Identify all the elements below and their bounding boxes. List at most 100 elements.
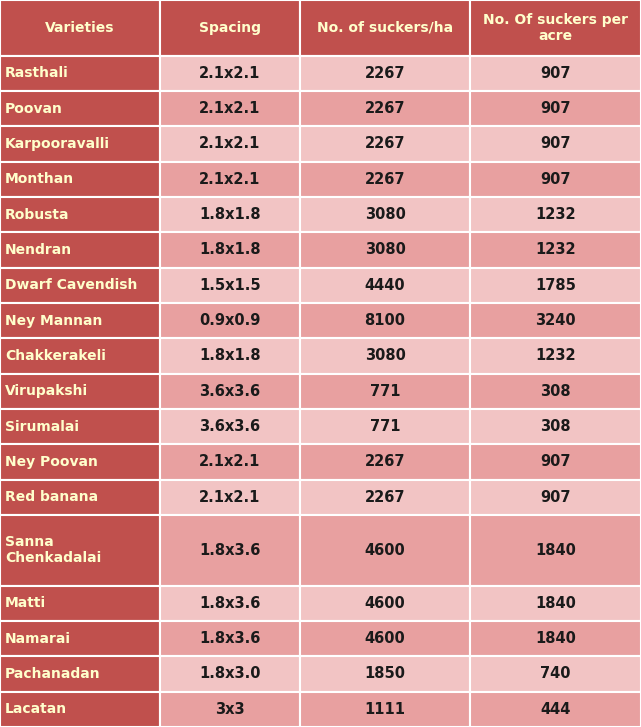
Text: 2.1x2.1: 2.1x2.1: [199, 454, 261, 470]
Text: Nendran: Nendran: [5, 243, 72, 257]
Text: 1232: 1232: [535, 348, 576, 364]
Bar: [0, 374, 160, 409]
Text: 907: 907: [540, 137, 570, 151]
Bar: [300, 91, 470, 126]
Text: Robusta: Robusta: [5, 208, 69, 222]
Bar: [160, 232, 300, 268]
Bar: [160, 55, 300, 91]
Bar: [470, 268, 641, 303]
Text: 8100: 8100: [365, 313, 406, 328]
Text: 1.8x1.8: 1.8x1.8: [199, 348, 261, 364]
Bar: [300, 480, 470, 515]
Text: 2.1x2.1: 2.1x2.1: [199, 490, 261, 505]
Text: 2.1x2.1: 2.1x2.1: [199, 65, 261, 81]
Bar: [0, 621, 160, 656]
Text: No. of suckers/ha: No. of suckers/ha: [317, 21, 453, 35]
Bar: [0, 0, 160, 55]
Bar: [470, 515, 641, 586]
Text: Rasthali: Rasthali: [5, 66, 69, 80]
Text: 3240: 3240: [535, 313, 576, 328]
Text: 1.8x1.8: 1.8x1.8: [199, 207, 261, 222]
Bar: [470, 374, 641, 409]
Bar: [300, 126, 470, 161]
Text: 3080: 3080: [365, 348, 406, 364]
Text: 1840: 1840: [535, 631, 576, 646]
Text: 907: 907: [540, 172, 570, 187]
Bar: [160, 515, 300, 586]
Bar: [0, 232, 160, 268]
Text: 4600: 4600: [365, 631, 405, 646]
Text: 308: 308: [540, 384, 571, 399]
Text: Lacatan: Lacatan: [5, 702, 67, 716]
Bar: [160, 621, 300, 656]
Bar: [160, 268, 300, 303]
Bar: [300, 444, 470, 480]
Bar: [300, 374, 470, 409]
Bar: [470, 303, 641, 338]
Bar: [160, 691, 300, 727]
Text: 1.5x1.5: 1.5x1.5: [199, 278, 261, 293]
Text: 907: 907: [540, 454, 570, 470]
Bar: [470, 586, 641, 621]
Bar: [300, 55, 470, 91]
Bar: [470, 126, 641, 161]
Bar: [0, 303, 160, 338]
Bar: [160, 374, 300, 409]
Text: Varieties: Varieties: [46, 21, 115, 35]
Bar: [160, 161, 300, 197]
Text: 907: 907: [540, 490, 570, 505]
Bar: [0, 409, 160, 444]
Bar: [0, 444, 160, 480]
Bar: [470, 161, 641, 197]
Bar: [300, 161, 470, 197]
Bar: [470, 409, 641, 444]
Text: Ney Mannan: Ney Mannan: [5, 313, 103, 328]
Text: Matti: Matti: [5, 596, 46, 610]
Bar: [470, 55, 641, 91]
Bar: [0, 161, 160, 197]
Bar: [160, 444, 300, 480]
Bar: [160, 126, 300, 161]
Text: 1.8x3.6: 1.8x3.6: [199, 596, 261, 611]
Bar: [300, 197, 470, 232]
Text: 1232: 1232: [535, 242, 576, 257]
Text: 0.9x0.9: 0.9x0.9: [199, 313, 261, 328]
Text: Karpooravalli: Karpooravalli: [5, 137, 110, 151]
Text: 2267: 2267: [365, 454, 405, 470]
Text: Sirumalai: Sirumalai: [5, 419, 79, 433]
Text: Pachanadan: Pachanadan: [5, 667, 101, 681]
Bar: [470, 480, 641, 515]
Text: 4600: 4600: [365, 596, 405, 611]
Text: 1840: 1840: [535, 543, 576, 558]
Text: 4440: 4440: [365, 278, 405, 293]
Text: 1785: 1785: [535, 278, 576, 293]
Text: 907: 907: [540, 101, 570, 116]
Text: 2267: 2267: [365, 490, 405, 505]
Text: 1850: 1850: [365, 667, 406, 681]
Text: 308: 308: [540, 419, 571, 434]
Text: 771: 771: [370, 419, 400, 434]
Text: Virupakshi: Virupakshi: [5, 385, 88, 398]
Text: Spacing: Spacing: [199, 21, 261, 35]
Text: 3.6x3.6: 3.6x3.6: [199, 419, 260, 434]
Text: 907: 907: [540, 65, 570, 81]
Bar: [470, 621, 641, 656]
Text: 1.8x3.6: 1.8x3.6: [199, 543, 261, 558]
Text: 4600: 4600: [365, 543, 405, 558]
Text: 1840: 1840: [535, 596, 576, 611]
Bar: [470, 338, 641, 374]
Text: 1.8x1.8: 1.8x1.8: [199, 242, 261, 257]
Bar: [0, 691, 160, 727]
Text: Red banana: Red banana: [5, 490, 98, 505]
Text: 2.1x2.1: 2.1x2.1: [199, 137, 261, 151]
Text: Monthan: Monthan: [5, 172, 74, 186]
Bar: [470, 656, 641, 691]
Bar: [470, 91, 641, 126]
Bar: [0, 586, 160, 621]
Bar: [160, 91, 300, 126]
Bar: [0, 515, 160, 586]
Bar: [300, 586, 470, 621]
Text: 2.1x2.1: 2.1x2.1: [199, 172, 261, 187]
Bar: [470, 197, 641, 232]
Text: Dwarf Cavendish: Dwarf Cavendish: [5, 278, 137, 292]
